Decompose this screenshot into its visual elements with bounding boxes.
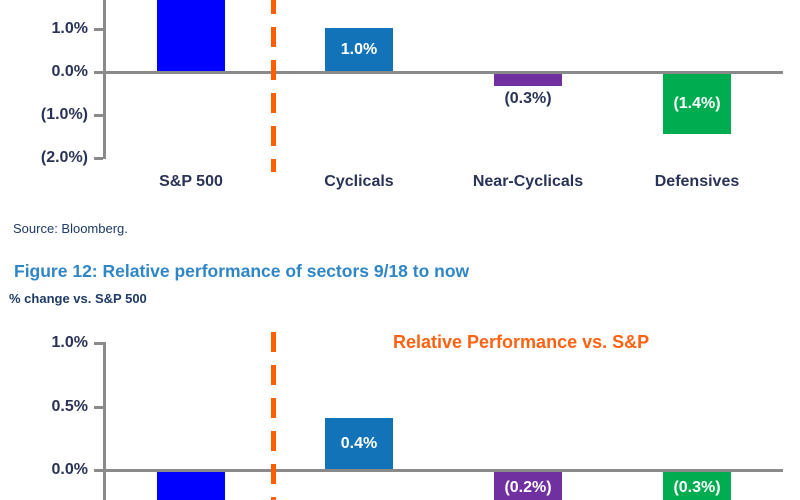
bar-value-label: 1.0% — [340, 41, 378, 58]
y-axis-tick-label: 1.0% — [51, 334, 88, 351]
y-axis-tick-label: (1.0%) — [40, 106, 88, 123]
y-axis-tick — [94, 342, 103, 345]
bar-defensives: (1.4%) — [663, 73, 731, 134]
y-axis-line — [103, 342, 106, 500]
category-label: Defensives — [654, 173, 740, 190]
divider-dashed-line — [271, 0, 276, 172]
bar-value-label: 0.4% — [340, 435, 378, 453]
bar-s-p-500 — [157, 471, 225, 500]
bar-value-label: (0.2%) — [504, 478, 552, 496]
y-axis-tick-label: 0.5% — [51, 397, 88, 415]
y-axis-tick-label: 1.0% — [51, 20, 88, 37]
bar-defensives: (0.3%) — [663, 471, 731, 500]
bar-cyclicals: 1.0% — [325, 28, 393, 71]
zero-line — [103, 70, 783, 74]
category-label: Cyclicals — [324, 173, 394, 190]
bar-near-cyclicals — [494, 73, 562, 87]
divider-dashed-line — [271, 332, 276, 500]
bar-near-cyclicals: (0.2%) — [494, 471, 562, 500]
source-note: Source: Bloomberg. — [13, 221, 128, 236]
y-axis-tick-label: 0.0% — [51, 461, 88, 478]
y-axis-tick-label: 0.0% — [51, 63, 88, 80]
y-axis-tick — [94, 71, 103, 74]
y-axis-tick — [94, 405, 103, 409]
bar-s-p-500 — [157, 0, 225, 71]
bar-cyclicals: 0.4% — [325, 418, 393, 469]
y-axis-tick — [94, 114, 103, 117]
chart-title: Relative Performance vs. S&P — [393, 332, 650, 352]
bar-value-label: (0.3%) — [504, 90, 552, 108]
y-axis-line — [103, 0, 106, 159]
bar-value-label: (1.4%) — [673, 95, 721, 113]
category-label: S&P 500 — [159, 173, 223, 190]
figure-heading: Figure 12: Relative performance of secto… — [14, 261, 470, 281]
zero-line — [103, 468, 783, 472]
figure-subtitle: % change vs. S&P 500 — [9, 291, 147, 306]
y-axis-tick-label: (2.0%) — [40, 149, 88, 166]
y-axis-tick — [94, 157, 103, 160]
y-axis-tick — [94, 469, 103, 472]
bar-value-label: (0.3%) — [673, 478, 721, 496]
category-label: Near-Cyclicals — [472, 173, 584, 190]
y-axis-tick — [94, 28, 103, 31]
